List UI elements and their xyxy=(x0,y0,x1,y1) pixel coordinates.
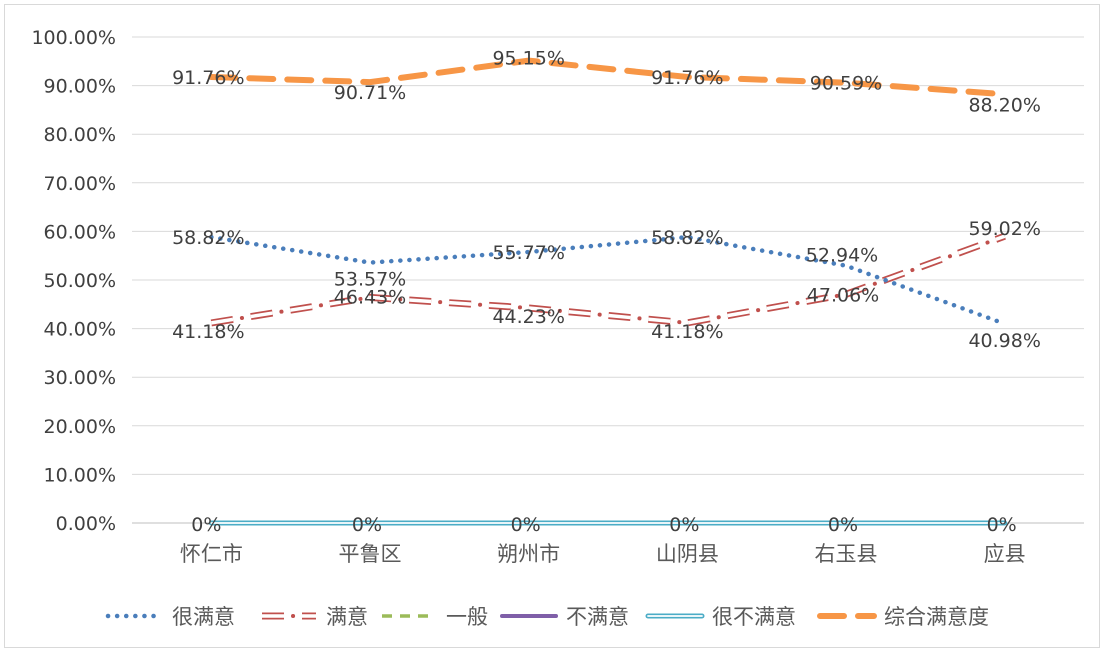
y-tick-label: 60.00% xyxy=(44,221,116,243)
data-labels: 58.82% 53.57% 55.77% 58.82% 52.94% 40.98% 41.1… xyxy=(172,48,1041,536)
data-label: 88.20% xyxy=(968,94,1040,116)
data-label: 44.23% xyxy=(492,306,564,328)
data-label: 90.71% xyxy=(334,82,406,104)
y-tick-label: 20.00% xyxy=(44,416,116,438)
y-axis: 0.00% 10.00% 20.00% 30.00% 40.00% 50.00% 60.00… xyxy=(31,27,116,535)
data-label: 91.76% xyxy=(172,67,244,89)
data-label: 59.02% xyxy=(968,218,1040,240)
data-label: 58.82% xyxy=(172,227,244,249)
series-line-1-inner xyxy=(211,234,1006,325)
x-tick-label: 右玉县 xyxy=(815,542,878,566)
data-label: 55.77% xyxy=(492,242,564,264)
series-lines xyxy=(208,57,1008,526)
y-tick-label: 70.00% xyxy=(44,173,116,195)
data-label: 41.18% xyxy=(651,321,723,343)
legend-label-0: 很满意 xyxy=(172,605,235,629)
data-label: 58.82% xyxy=(651,227,723,249)
series-line-5 xyxy=(208,57,1008,98)
y-tick-label: 100.00% xyxy=(31,27,116,49)
y-tick-label: 0.00% xyxy=(56,513,116,535)
x-tick-label: 山阴县 xyxy=(656,542,719,566)
legend-label-5: 综合满意度 xyxy=(884,605,989,629)
data-label: 95.15% xyxy=(492,48,564,70)
series-line-0 xyxy=(209,234,1007,327)
y-tick-label: 40.00% xyxy=(44,319,116,341)
y-tick-label: 50.00% xyxy=(44,270,116,292)
data-label: 46.43% xyxy=(334,286,406,308)
data-label: 0% xyxy=(987,514,1017,536)
data-label: 0% xyxy=(191,514,221,536)
data-label: 0% xyxy=(352,514,382,536)
y-tick-label: 80.00% xyxy=(44,124,116,146)
legend: 很满意 满意 一般 不满意 很不满意 综合满意度 xyxy=(105,605,989,629)
data-label: 90.59% xyxy=(810,73,882,95)
y-tick-label: 10.00% xyxy=(44,464,116,486)
x-tick-label: 应县 xyxy=(984,542,1026,566)
data-label: 52.94% xyxy=(806,245,878,267)
chart-frame xyxy=(4,4,1100,648)
x-tick-label: 怀仁市 xyxy=(180,542,243,566)
data-label: 0% xyxy=(828,514,858,536)
x-axis: 怀仁市 平鲁区 朔州市 山阴县 右玉县 应县 xyxy=(180,542,1026,566)
y-tick-label: 90.00% xyxy=(44,76,116,98)
data-label: 40.98% xyxy=(968,330,1040,352)
data-label: 0% xyxy=(669,514,699,536)
data-label: 53.57% xyxy=(334,269,406,291)
y-tick-label: 30.00% xyxy=(44,367,116,389)
x-tick-label: 平鲁区 xyxy=(339,542,402,566)
gridlines xyxy=(132,36,1084,524)
legend-label-2: 一般 xyxy=(446,605,488,629)
x-tick-label: 朔州市 xyxy=(497,542,560,566)
data-label: 91.76% xyxy=(651,67,723,89)
legend-label-4: 很不满意 xyxy=(712,605,796,629)
legend-label-1: 满意 xyxy=(326,605,368,629)
data-label: 0% xyxy=(511,514,541,536)
legend-label-3: 不满意 xyxy=(566,605,629,629)
data-label: 41.18% xyxy=(172,321,244,343)
data-label: 47.06% xyxy=(807,284,879,306)
